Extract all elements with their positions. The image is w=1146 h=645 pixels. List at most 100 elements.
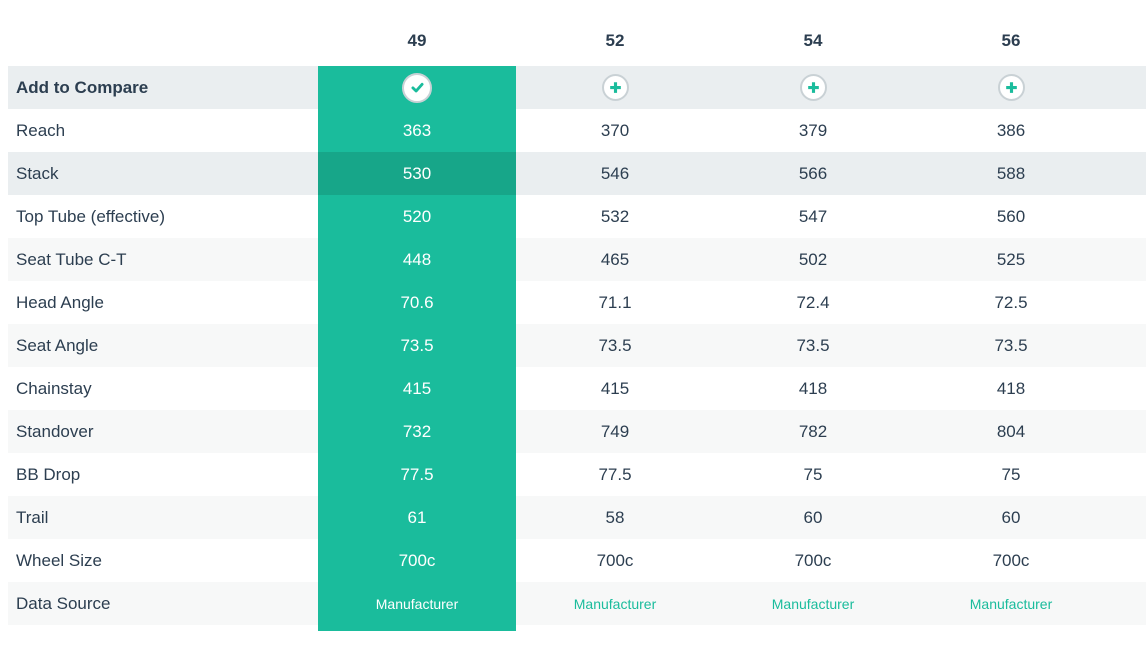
geometry-value-cell: 525: [996, 249, 1026, 269]
geometry-value-cell: 520: [318, 195, 516, 238]
table-row: BB Drop 77.5 77.5 75 75: [8, 453, 1146, 496]
header-spacer: [8, 16, 318, 66]
row-filler: [1110, 281, 1146, 324]
row-filler: [1110, 324, 1146, 367]
geometry-value-cell: Manufacturer: [318, 582, 516, 625]
table-row: Data Source Manufacturer Manufacturer Manuf…: [8, 582, 1146, 625]
geometry-value-cell: 530: [318, 152, 516, 195]
table-row: Wheel Size 700c 700c 700c 700c: [8, 539, 1146, 582]
geometry-value-cell: 418: [996, 378, 1026, 398]
compare-cell: [912, 66, 1110, 109]
row-filler: [1110, 539, 1146, 582]
compare-cell: [318, 66, 516, 109]
geometry-value-cell: 73.5: [318, 324, 516, 367]
table-row: Top Tube (effective) 520 532 547 560: [8, 195, 1146, 238]
geometry-value-cell: 60: [1001, 507, 1021, 527]
add-compare-button[interactable]: [799, 74, 827, 101]
geometry-value-cell: 732: [318, 410, 516, 453]
geometry-value-cell: Manufacturer: [912, 582, 1110, 625]
row-label: BB Drop: [16, 464, 81, 484]
row-label: Data Source: [16, 593, 111, 613]
row-label: Standover: [16, 421, 94, 441]
geometry-value-cell: 546: [600, 163, 630, 183]
geometry-value-cell: 379: [798, 120, 828, 140]
selected-column-footer: [318, 625, 516, 631]
plus-icon: [1004, 80, 1019, 95]
table-row: Head Angle 70.6 71.1 72.4 72.5: [8, 281, 1146, 324]
row-label: Seat Tube C-T: [16, 249, 127, 269]
size-header-row: 49 52 54 56: [8, 0, 1146, 66]
geometry-value-cell: Manufacturer: [516, 582, 714, 625]
geometry-value-cell: 75: [1001, 464, 1021, 484]
row-filler: [1110, 582, 1146, 625]
geometry-value-cell: 61: [318, 496, 516, 539]
plus-icon: [806, 80, 821, 95]
row-label: Reach: [16, 120, 66, 140]
size-column-header: 52: [605, 31, 625, 50]
header-filler: [1110, 16, 1146, 66]
row-filler: [1110, 109, 1146, 152]
table-body: Add to Compare Reach 363 370 379 386 Stack 530 5…: [0, 66, 1146, 625]
row-filler: [1110, 410, 1146, 453]
data-source-link[interactable]: Manufacturer: [771, 595, 855, 612]
geometry-value-cell: 418: [798, 378, 828, 398]
geometry-value-cell: 73.5: [598, 335, 632, 355]
geometry-value-cell: 415: [318, 367, 516, 410]
geometry-value-cell: 73.5: [796, 335, 830, 355]
row-label: Top Tube (effective): [16, 206, 165, 226]
table-row: Stack 530 546 566 588: [8, 152, 1146, 195]
add-compare-button[interactable]: [997, 74, 1025, 101]
remove-compare-button[interactable]: [402, 72, 432, 103]
row-label: Wheel Size: [16, 550, 102, 570]
table-row: Trail 61 58 60 60: [8, 496, 1146, 539]
row-filler: [1110, 496, 1146, 539]
geometry-value-cell: 782: [798, 421, 828, 441]
data-source-link[interactable]: Manufacturer: [969, 595, 1053, 612]
table-row: Seat Angle 73.5 73.5 73.5 73.5: [8, 324, 1146, 367]
geometry-value-cell: 700c: [794, 550, 832, 570]
geometry-value-cell: Manufacturer: [714, 582, 912, 625]
geometry-value-cell: 75: [803, 464, 823, 484]
geometry-value-cell: 70.6: [318, 281, 516, 324]
geometry-value-cell: 60: [803, 507, 823, 527]
row-label: Seat Angle: [16, 335, 99, 355]
geometry-value-cell: 77.5: [598, 464, 632, 484]
size-column-header: 49: [407, 31, 427, 50]
geometry-value-cell: 58: [605, 507, 625, 527]
geometry-value-cell: 71.1: [598, 292, 632, 312]
geometry-value-cell: 532: [600, 206, 630, 226]
geometry-value-cell: 566: [798, 163, 828, 183]
row-filler: [1110, 152, 1146, 195]
geometry-value-cell: 465: [600, 249, 630, 269]
geometry-value-cell: 804: [996, 421, 1026, 441]
check-icon: [409, 79, 426, 96]
geometry-value-cell: 547: [798, 206, 828, 226]
row-label: Stack: [16, 163, 59, 183]
geometry-value-cell: 72.5: [994, 292, 1028, 312]
compare-row: Add to Compare: [8, 66, 1146, 109]
geometry-value-cell: 77.5: [318, 453, 516, 496]
plus-icon: [608, 80, 623, 95]
geometry-value-cell: 73.5: [994, 335, 1028, 355]
size-column-header: 56: [1001, 31, 1021, 50]
row-filler: [1110, 367, 1146, 410]
add-compare-button[interactable]: [601, 74, 629, 101]
row-label: Head Angle: [16, 292, 104, 312]
geometry-value-cell: 700c: [318, 539, 516, 582]
row-filler: [1110, 238, 1146, 281]
geometry-value-cell: 502: [798, 249, 828, 269]
row-label: Trail: [16, 507, 49, 527]
geometry-value-cell: 386: [996, 120, 1026, 140]
geometry-value-cell: 700c: [596, 550, 634, 570]
row-label: Chainstay: [16, 378, 92, 398]
data-source-link[interactable]: Manufacturer: [573, 595, 657, 612]
geometry-value-cell: 370: [600, 120, 630, 140]
table-row: Chainstay 415 415 418 418: [8, 367, 1146, 410]
row-filler: [1110, 453, 1146, 496]
row-filler: [1110, 195, 1146, 238]
geometry-value-cell: 448: [318, 238, 516, 281]
geometry-value-cell: 700c: [992, 550, 1030, 570]
data-source-link[interactable]: Manufacturer: [375, 595, 459, 612]
size-column-header: 54: [803, 31, 823, 50]
